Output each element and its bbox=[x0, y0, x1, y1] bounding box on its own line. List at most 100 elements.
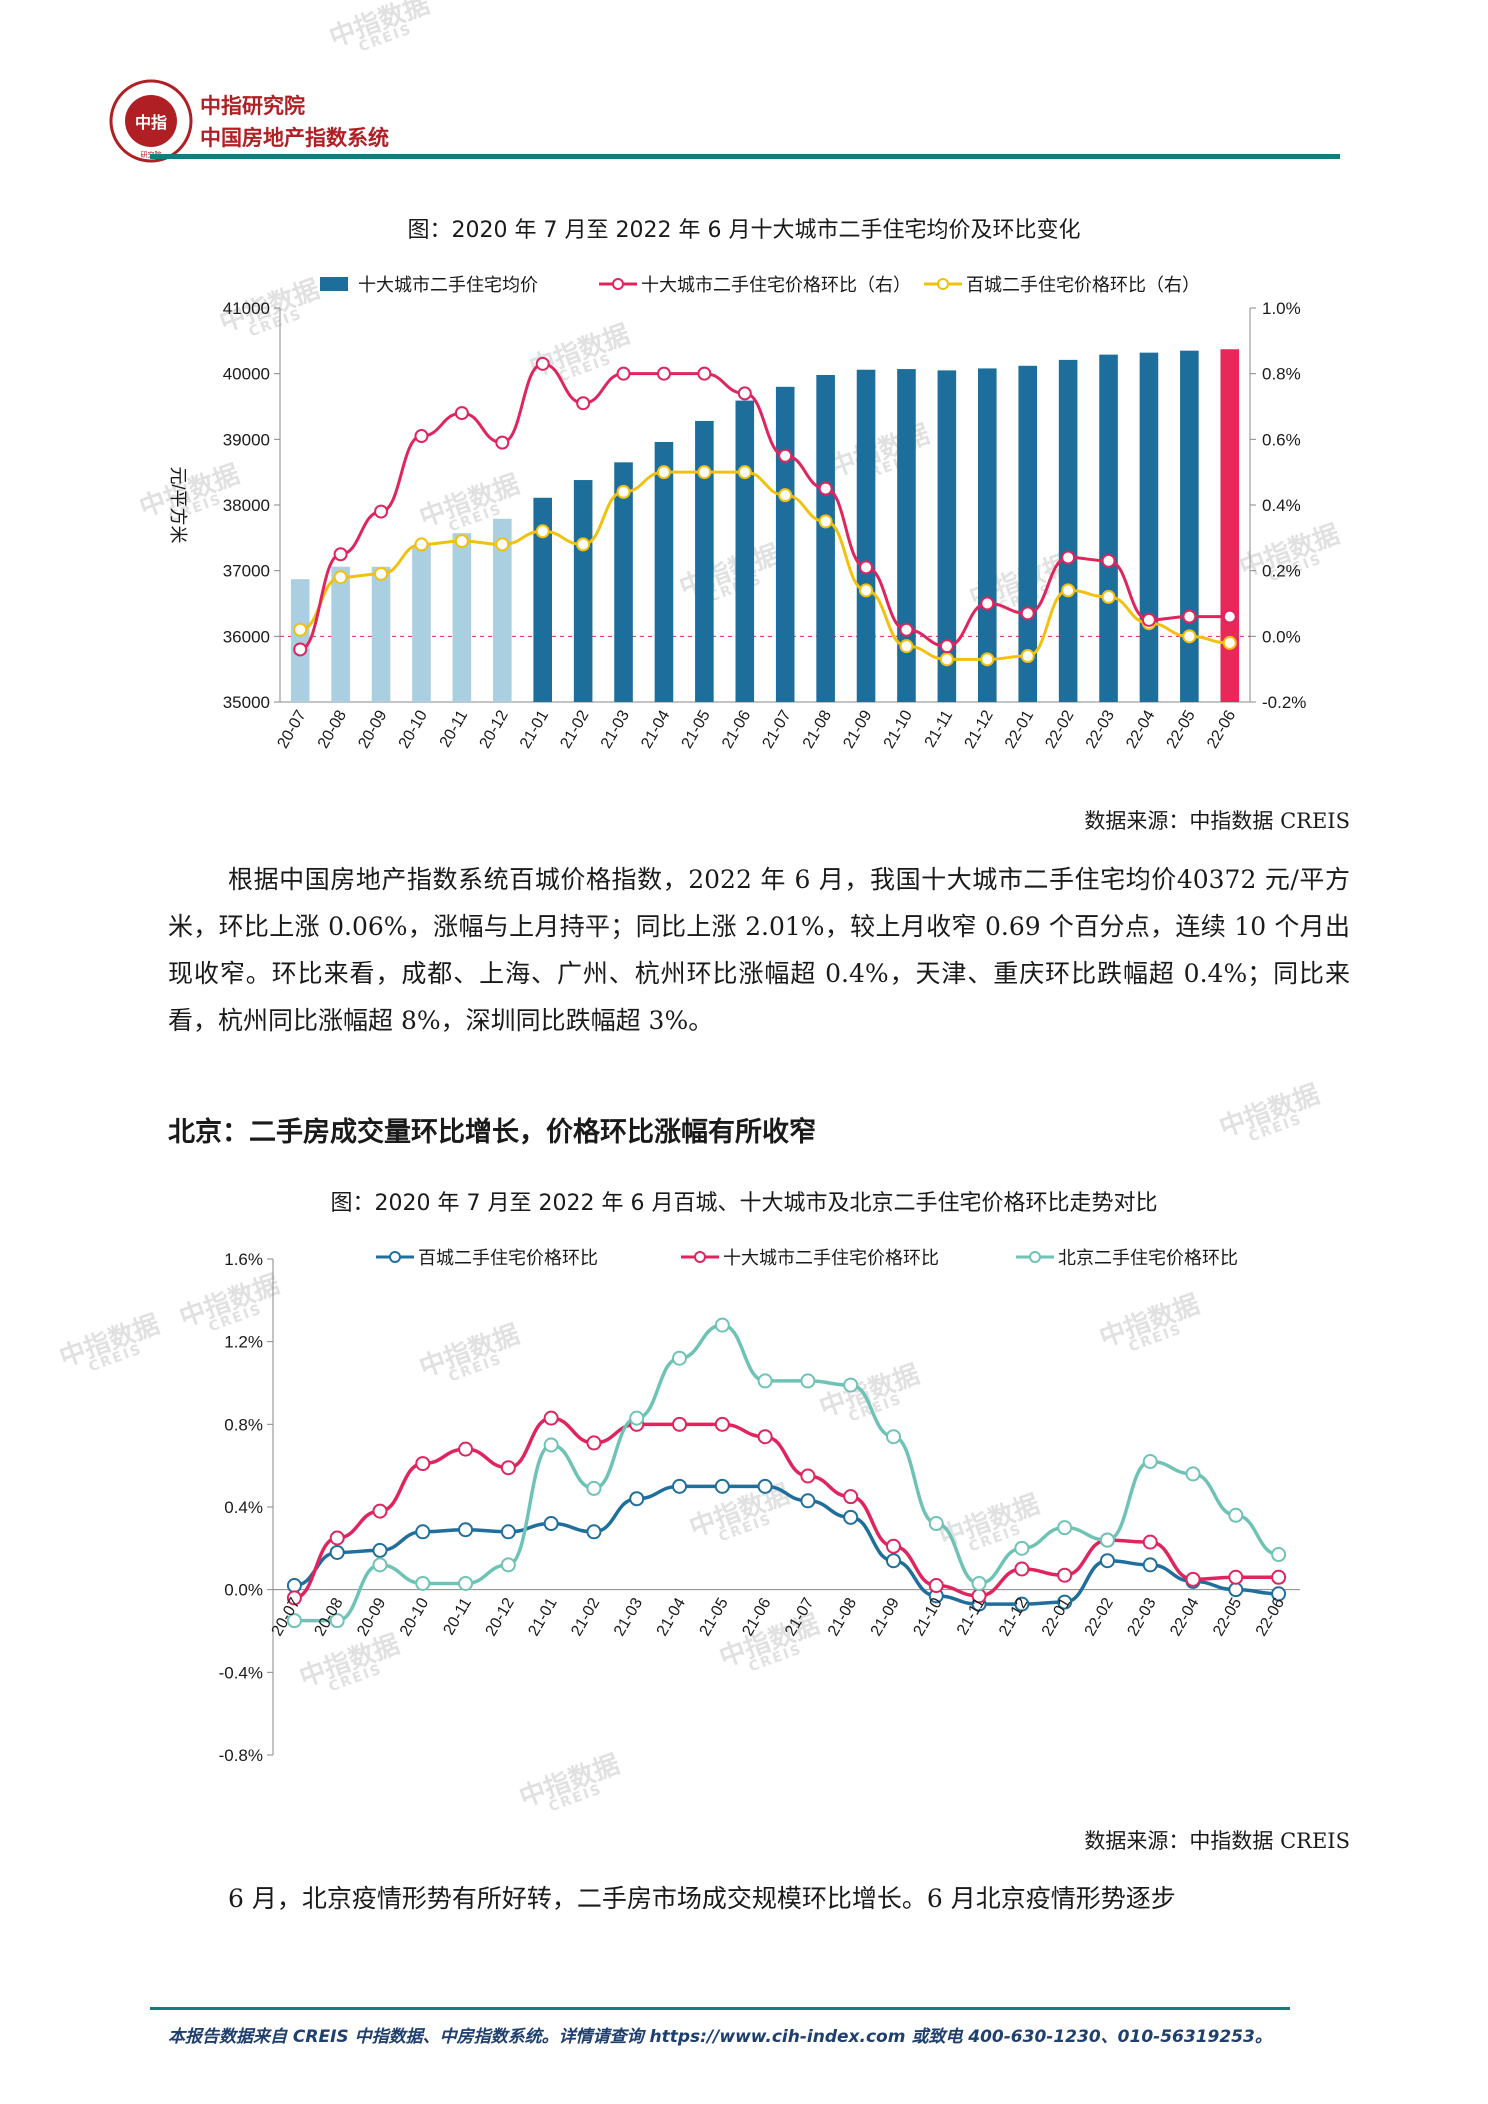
ten-city-mom-point bbox=[697, 366, 712, 381]
y2-tick-label: 1.0% bbox=[1262, 299, 1301, 318]
hundred-city-mom-point bbox=[1182, 629, 1197, 644]
y-tick-label: 40000 bbox=[223, 365, 270, 384]
hundred-city-mom-point bbox=[1014, 1596, 1030, 1612]
beijing-mom-point bbox=[329, 1613, 345, 1629]
price-bar bbox=[897, 369, 916, 702]
watermark-sub: CREIS bbox=[1246, 1111, 1305, 1146]
x-tick-label: 21-10 bbox=[911, 1595, 946, 1639]
y-tick-label: 37000 bbox=[223, 562, 270, 581]
beijing-mom-point bbox=[672, 1350, 688, 1366]
x-tick-label: 22-05 bbox=[1210, 1595, 1245, 1639]
ten-city-mom-line bbox=[299, 362, 1230, 651]
x-tick-label: 21-04 bbox=[654, 1595, 689, 1639]
price-bar bbox=[977, 368, 997, 702]
price-bar bbox=[290, 579, 310, 702]
x-tick-label: 20-10 bbox=[397, 1595, 432, 1639]
hundred-city-mom-point bbox=[333, 570, 348, 585]
x-tick-label: 22-03 bbox=[1083, 707, 1118, 751]
y-tick-label: 35000 bbox=[223, 693, 270, 712]
ten-city-mom-point bbox=[333, 547, 348, 562]
y-tick-label: 41000 bbox=[223, 299, 270, 318]
beijing-mom-point bbox=[586, 1480, 602, 1496]
china-index-academy-logo-icon: 中指 研究院 bbox=[109, 79, 193, 163]
ten-city-mom-point bbox=[458, 1441, 474, 1457]
hundred-city-mom-point bbox=[329, 1544, 345, 1560]
x-tick-label: 21-06 bbox=[719, 707, 754, 751]
ten-city-mom-point bbox=[859, 560, 874, 575]
price-bar bbox=[412, 545, 431, 702]
x-tick-label: 21-01 bbox=[517, 707, 552, 751]
ten-city-mom-point bbox=[939, 639, 954, 654]
ten-city-mom-line bbox=[294, 1416, 1279, 1600]
legend-marker bbox=[937, 278, 949, 290]
x-tick-label: 22-02 bbox=[1082, 1595, 1117, 1639]
price-bar bbox=[1180, 350, 1199, 702]
paragraph-2-text: 6 月，北京疫情形势有所好转，二手房市场成交规模环比增长。6 月北京疫情形势逐步 bbox=[228, 1884, 1176, 1913]
x-tick-label: 20-07 bbox=[274, 707, 309, 751]
price-bar bbox=[452, 533, 472, 702]
legend-label: 十大城市二手住宅价格环比 bbox=[723, 1248, 939, 1268]
beijing-mom-point bbox=[843, 1377, 859, 1393]
x-tick-label: 21-05 bbox=[697, 1595, 732, 1639]
figure2-title: 图：2020 年 7 月至 2022 年 6 月百城、十大城市及北京二手住宅价格… bbox=[330, 1191, 1158, 1216]
price-bar bbox=[735, 400, 755, 702]
hundred-city-mom-point bbox=[374, 566, 389, 581]
y2-tick-label: 0.6% bbox=[1262, 430, 1301, 449]
hundred-city-mom-point bbox=[543, 1516, 559, 1532]
x-tick-label: 20-11 bbox=[437, 707, 472, 750]
logo-center-text: 中指 bbox=[135, 113, 167, 132]
hundred-city-mom-point bbox=[818, 514, 833, 529]
hundred-city-mom-point bbox=[629, 1491, 645, 1507]
y-tick-label: -0.4% bbox=[219, 1663, 263, 1682]
hundred-city-mom-point bbox=[899, 639, 914, 654]
ten-city-mom-point bbox=[980, 596, 995, 611]
beijing-mom-point bbox=[629, 1410, 645, 1426]
beijing-mom-point bbox=[885, 1429, 901, 1445]
price-bar bbox=[614, 462, 633, 702]
beijing-mom-point bbox=[543, 1437, 559, 1453]
x-tick-label: 20-11 bbox=[440, 1595, 475, 1638]
footer-note: 本报告数据来自 CREIS 中指数据、中房指数系统。详情请查询 https://… bbox=[168, 2027, 1272, 2047]
hundred-city-mom-point bbox=[414, 537, 429, 552]
ten-city-mom-point bbox=[535, 356, 550, 371]
footer-divider bbox=[150, 2007, 1290, 2010]
paragraph-2: 6 月，北京疫情形势有所好转，二手房市场成交规模环比增长。6 月北京疫情形势逐步 bbox=[168, 1875, 1350, 1922]
price-bar bbox=[533, 497, 553, 702]
x-tick-label: 22-04 bbox=[1167, 1595, 1202, 1639]
y2-tick-label: 0.0% bbox=[1262, 627, 1301, 646]
hundred-city-mom-point bbox=[616, 484, 631, 499]
x-tick-label: 21-07 bbox=[782, 1595, 817, 1639]
hundred-city-mom-point bbox=[535, 524, 550, 539]
x-tick-label: 21-08 bbox=[800, 707, 835, 751]
x-tick-label: 22-05 bbox=[1164, 707, 1199, 751]
beijing-mom-point bbox=[415, 1575, 431, 1591]
y-tick-label: 39000 bbox=[223, 430, 270, 449]
hundred-city-mom-line bbox=[299, 470, 1230, 661]
ten-city-mom-point bbox=[885, 1538, 901, 1554]
price-bar bbox=[937, 370, 957, 702]
price-bar bbox=[816, 374, 835, 702]
org-name: 中指研究院 bbox=[200, 94, 305, 118]
hundred-city-mom-point bbox=[372, 1542, 388, 1558]
ten-city-mom-point bbox=[1020, 606, 1035, 621]
x-tick-label: 21-12 bbox=[962, 707, 997, 751]
price-bar bbox=[573, 480, 593, 702]
y-tick-label: 0.0% bbox=[224, 1581, 263, 1600]
x-tick-label: 22-01 bbox=[1002, 707, 1037, 751]
y-tick-label: 1.6% bbox=[224, 1250, 263, 1269]
ten-city-mom-point bbox=[495, 435, 510, 450]
y-tick-label: 36000 bbox=[223, 627, 270, 646]
price-bar bbox=[492, 518, 512, 702]
beijing-mom-point bbox=[1142, 1454, 1158, 1470]
ten-city-mom-point bbox=[1185, 1571, 1201, 1587]
ten-city-mom-point bbox=[329, 1530, 345, 1546]
beijing-mom-point bbox=[458, 1575, 474, 1591]
price-bar bbox=[1058, 359, 1078, 702]
price-bar bbox=[856, 369, 876, 702]
ten-city-mom-point bbox=[500, 1460, 516, 1476]
price-bar bbox=[695, 420, 714, 702]
x-tick-label: 21-06 bbox=[739, 1595, 774, 1639]
beijing-mom-point bbox=[714, 1317, 730, 1333]
hundred-city-mom-point bbox=[286, 1578, 302, 1594]
